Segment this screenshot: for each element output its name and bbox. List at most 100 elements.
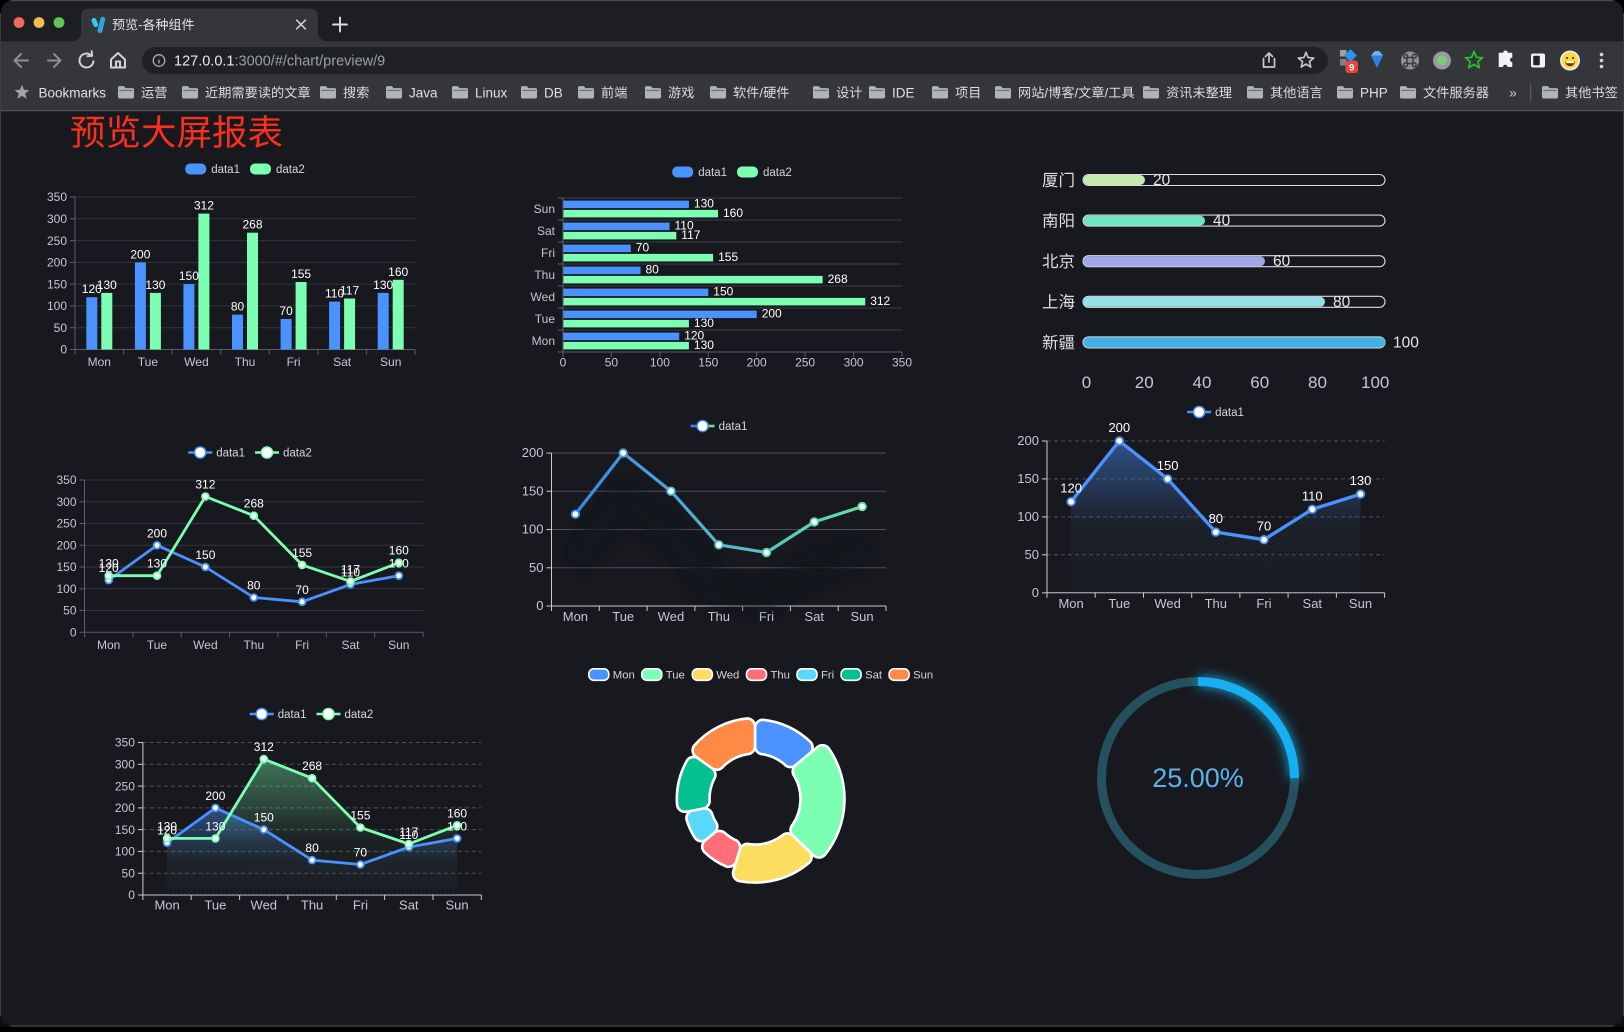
svg-text:Wed: Wed (658, 609, 685, 624)
svg-text:150: 150 (698, 356, 718, 370)
svg-text:200: 200 (56, 539, 76, 553)
svg-text:200: 200 (747, 356, 767, 370)
svg-text:130: 130 (205, 819, 225, 833)
svg-text:268: 268 (244, 497, 264, 511)
svg-text:Sun: Sun (851, 609, 874, 624)
svg-text:150: 150 (179, 269, 199, 283)
svg-text:160: 160 (723, 206, 743, 220)
svg-text:Wed: Wed (184, 355, 208, 369)
svg-text:130: 130 (97, 278, 117, 292)
svg-text:80: 80 (1209, 511, 1223, 526)
svg-text:data1: data1 (698, 167, 727, 179)
svg-text:data1: data1 (211, 164, 240, 176)
svg-text:Fri: Fri (821, 670, 834, 682)
svg-text:20: 20 (1135, 373, 1154, 392)
svg-text:Linux: Linux (475, 85, 508, 100)
svg-text:Fri: Fri (287, 355, 301, 369)
svg-text:Tue: Tue (138, 355, 159, 369)
svg-text:100: 100 (1393, 334, 1419, 351)
svg-text:100: 100 (1017, 509, 1039, 524)
svg-text:120: 120 (1060, 481, 1082, 496)
svg-text:Fri: Fri (353, 898, 368, 913)
svg-text:312: 312 (254, 740, 274, 754)
svg-text:Wed: Wed (251, 898, 278, 913)
svg-text:50: 50 (122, 866, 136, 880)
svg-text:0: 0 (70, 626, 77, 640)
svg-text:70: 70 (636, 241, 650, 255)
svg-text:200: 200 (130, 247, 150, 261)
svg-text:200: 200 (47, 256, 67, 270)
svg-text:Sat: Sat (333, 355, 352, 369)
svg-text:130: 130 (694, 197, 714, 211)
svg-text:data2: data2 (763, 167, 792, 179)
svg-text:155: 155 (350, 809, 370, 823)
svg-text:0: 0 (1082, 373, 1091, 392)
svg-text:150: 150 (522, 483, 544, 498)
svg-text:350: 350 (56, 473, 76, 487)
svg-text:Tue: Tue (147, 638, 168, 652)
svg-text:Fri: Fri (295, 638, 309, 652)
svg-text:155: 155 (291, 267, 311, 281)
svg-text:100: 100 (522, 522, 544, 537)
svg-text:130: 130 (99, 557, 119, 571)
svg-text:130: 130 (694, 338, 714, 352)
svg-text:data1: data1 (719, 421, 748, 433)
svg-text:Mon: Mon (1058, 596, 1083, 611)
svg-text:268: 268 (242, 218, 262, 232)
svg-text:Thu: Thu (534, 268, 555, 282)
svg-text:268: 268 (828, 272, 848, 286)
svg-text:Mon: Mon (97, 638, 120, 652)
svg-text:Sat: Sat (399, 898, 419, 913)
svg-text:Sun: Sun (388, 638, 409, 652)
svg-text:data2: data2 (283, 448, 312, 460)
svg-text:300: 300 (56, 495, 76, 509)
svg-text:Java: Java (409, 85, 438, 100)
svg-text:/: / (759, 85, 763, 100)
svg-text:160: 160 (388, 265, 408, 279)
svg-text:150: 150 (713, 285, 733, 299)
svg-text:312: 312 (870, 294, 890, 308)
svg-text:0: 0 (560, 356, 567, 370)
svg-text:200: 200 (1108, 420, 1130, 435)
svg-text:130: 130 (145, 278, 165, 292)
svg-text:100: 100 (650, 356, 670, 370)
svg-text:100: 100 (115, 845, 135, 859)
svg-text:80: 80 (305, 841, 319, 855)
svg-text:50: 50 (54, 321, 68, 335)
svg-text:Sat: Sat (1303, 596, 1323, 611)
svg-text:»: » (1509, 85, 1517, 101)
svg-text:130: 130 (373, 278, 393, 292)
svg-text:130: 130 (694, 316, 714, 330)
svg-text:Mon: Mon (154, 898, 179, 913)
svg-text:150: 150 (254, 811, 274, 825)
svg-text:Wed: Wed (716, 670, 739, 682)
svg-text:PHP: PHP (1360, 85, 1388, 100)
svg-text:312: 312 (194, 199, 214, 213)
svg-text:Thu: Thu (243, 638, 264, 652)
svg-text:200: 200 (762, 307, 782, 321)
svg-text:350: 350 (892, 356, 912, 370)
svg-text:110: 110 (325, 287, 344, 301)
svg-text:300: 300 (47, 212, 67, 226)
svg-text:50: 50 (529, 560, 543, 575)
svg-text:Sat: Sat (537, 224, 556, 238)
svg-text:70: 70 (354, 846, 368, 860)
svg-text:250: 250 (47, 234, 67, 248)
svg-text:80: 80 (646, 263, 660, 277)
svg-text:40: 40 (1193, 373, 1212, 392)
svg-text:25.00%: 25.00% (1152, 763, 1244, 793)
svg-text:70: 70 (295, 583, 309, 597)
svg-text:0: 0 (536, 598, 543, 613)
svg-text:Thu: Thu (235, 355, 256, 369)
svg-text:130: 130 (157, 819, 177, 833)
svg-text:60: 60 (1273, 253, 1291, 270)
svg-text:268: 268 (302, 759, 322, 773)
svg-text:Fri: Fri (759, 609, 774, 624)
svg-text:200: 200 (1017, 433, 1039, 448)
svg-text:Wed: Wed (531, 290, 555, 304)
svg-text:80: 80 (231, 300, 245, 314)
svg-text:150: 150 (47, 277, 67, 291)
svg-text:data2: data2 (345, 709, 374, 721)
svg-text:155: 155 (292, 546, 312, 560)
svg-text:Mon: Mon (613, 670, 635, 682)
